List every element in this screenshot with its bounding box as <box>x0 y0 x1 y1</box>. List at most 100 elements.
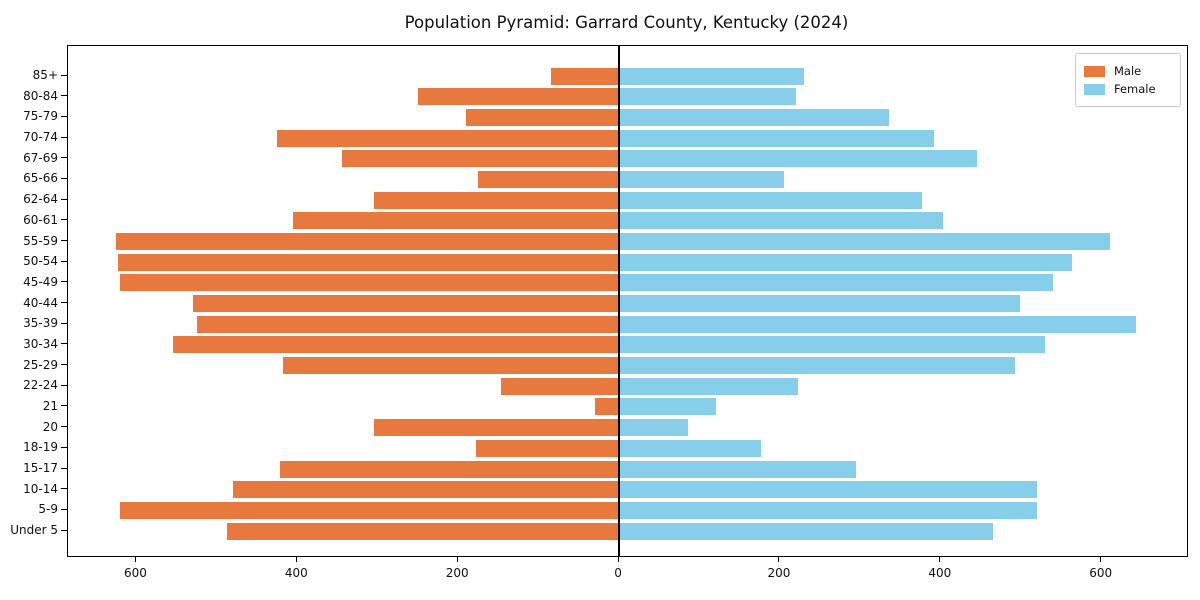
legend: Male Female <box>1075 53 1181 107</box>
y-axis-tick <box>61 529 67 531</box>
x-axis-tick-label: 400 <box>928 566 952 580</box>
legend-male-label: Male <box>1114 64 1142 78</box>
male-bar-15-17 <box>280 460 620 478</box>
male-bar-45-49 <box>120 274 620 292</box>
female-bar-15-17 <box>619 460 857 478</box>
y-axis-tick <box>61 467 67 469</box>
female-bar-45-49 <box>619 274 1054 292</box>
female-bar-5-9 <box>619 501 1038 519</box>
female-bar-85+ <box>619 67 805 85</box>
y-axis-label-18-19: 18-19 <box>23 440 58 455</box>
female-bar-18-19 <box>619 439 761 457</box>
y-axis-label-10-14: 10-14 <box>23 481 58 496</box>
male-bar-50-54 <box>117 253 620 271</box>
y-axis-label-62-64: 62-64 <box>23 192 58 207</box>
y-axis-tick <box>61 488 67 490</box>
chart-title: Population Pyramid: Garrard County, Kent… <box>404 13 849 32</box>
female-bar-62-64 <box>619 191 923 209</box>
male-bar-60-61 <box>293 212 619 230</box>
x-axis-tick-label: 200 <box>445 566 469 580</box>
y-axis-label-35-39: 35-39 <box>23 316 58 331</box>
x-axis-tick <box>295 556 297 562</box>
y-axis-tick <box>61 343 67 345</box>
y-axis-label-20: 20 <box>42 419 58 434</box>
x-axis-tick <box>778 556 780 562</box>
y-axis-tick <box>61 322 67 324</box>
y-axis-tick <box>61 426 67 428</box>
y-axis-tick <box>61 95 67 97</box>
y-axis-label-55-59: 55-59 <box>23 233 58 248</box>
x-axis-tick <box>134 556 136 562</box>
female-bar-65-66 <box>619 170 784 188</box>
y-axis-tick <box>61 260 67 262</box>
female-bar-60-61 <box>619 212 944 230</box>
male-bar-80-84 <box>417 88 619 106</box>
legend-item-female: Female <box>1084 81 1172 97</box>
y-axis-label-45-49: 45-49 <box>23 274 58 289</box>
y-axis-label-70-74: 70-74 <box>23 130 58 144</box>
y-axis-tick <box>61 219 67 221</box>
y-axis-tick <box>61 177 67 179</box>
x-axis-tick-label: 200 <box>767 566 791 580</box>
legend-female-label: Female <box>1114 82 1156 96</box>
female-bar-21 <box>619 398 716 416</box>
male-bar-21 <box>594 398 619 416</box>
x-axis-tick <box>456 556 458 562</box>
female-bar-80-84 <box>619 88 797 106</box>
female-bar-75-79 <box>619 108 889 126</box>
y-axis-tick <box>61 446 67 448</box>
female-bar-40-44 <box>619 295 1020 312</box>
y-axis-tick <box>61 364 67 365</box>
y-axis-tick <box>61 136 67 138</box>
male-bar-18-19 <box>475 439 620 457</box>
male-bar-55-59 <box>116 233 620 250</box>
x-axis-tick-label: 400 <box>284 566 308 580</box>
plot-area: Male Female <box>67 45 1188 557</box>
x-axis-tick-label: 600 <box>1089 566 1113 580</box>
female-bar-35-39 <box>619 315 1137 333</box>
y-axis-label-40-44: 40-44 <box>23 295 58 310</box>
male-bar-65-66 <box>478 170 620 188</box>
male-bar-30-34 <box>172 336 620 354</box>
y-axis-label-85+: 85+ <box>32 68 58 82</box>
y-axis-tick <box>61 157 67 159</box>
male-bar-25-29 <box>282 357 620 374</box>
female-bar-10-14 <box>619 481 1038 499</box>
x-axis-tick <box>617 556 619 562</box>
male-bar-22-24 <box>500 377 620 395</box>
male-bar-10-14 <box>232 481 619 499</box>
x-axis-tick <box>939 556 941 562</box>
y-axis-tick <box>61 384 67 386</box>
y-axis-label-15-17: 15-17 <box>23 461 58 475</box>
male-bar-75-79 <box>466 108 619 126</box>
y-axis-label-25-29: 25-29 <box>23 357 58 372</box>
x-axis-tick-label: 0 <box>614 566 622 580</box>
y-axis-label-75-79: 75-79 <box>23 109 58 124</box>
y-axis-label-67-69: 67-69 <box>23 150 58 165</box>
y-axis-label-65-66: 65-66 <box>23 171 58 186</box>
y-axis-label-Under 5: Under 5 <box>10 523 58 537</box>
legend-item-male: Male <box>1084 63 1172 79</box>
male-bar-62-64 <box>373 191 620 209</box>
legend-female-swatch <box>1084 83 1105 95</box>
male-bar-20 <box>373 419 620 437</box>
female-bar-Under 5 <box>619 522 994 540</box>
male-bar-5-9 <box>120 501 620 519</box>
y-axis-label-50-54: 50-54 <box>23 254 58 269</box>
female-bar-67-69 <box>619 150 978 168</box>
female-bar-25-29 <box>619 357 1015 374</box>
y-axis-label-80-84: 80-84 <box>23 88 58 103</box>
y-axis-label-22-24: 22-24 <box>23 378 58 393</box>
male-bar-85+ <box>550 67 620 85</box>
x-axis-tick <box>1100 556 1102 562</box>
male-bar-35-39 <box>196 315 619 333</box>
legend-male-swatch <box>1084 65 1105 77</box>
y-axis-tick <box>61 302 67 303</box>
y-axis-tick <box>61 240 67 241</box>
female-bar-30-34 <box>619 336 1046 354</box>
female-bar-70-74 <box>619 129 935 147</box>
y-axis-label-60-61: 60-61 <box>23 212 58 227</box>
x-axis-tick-label: 600 <box>123 566 147 580</box>
y-axis-label-5-9: 5-9 <box>38 502 58 517</box>
